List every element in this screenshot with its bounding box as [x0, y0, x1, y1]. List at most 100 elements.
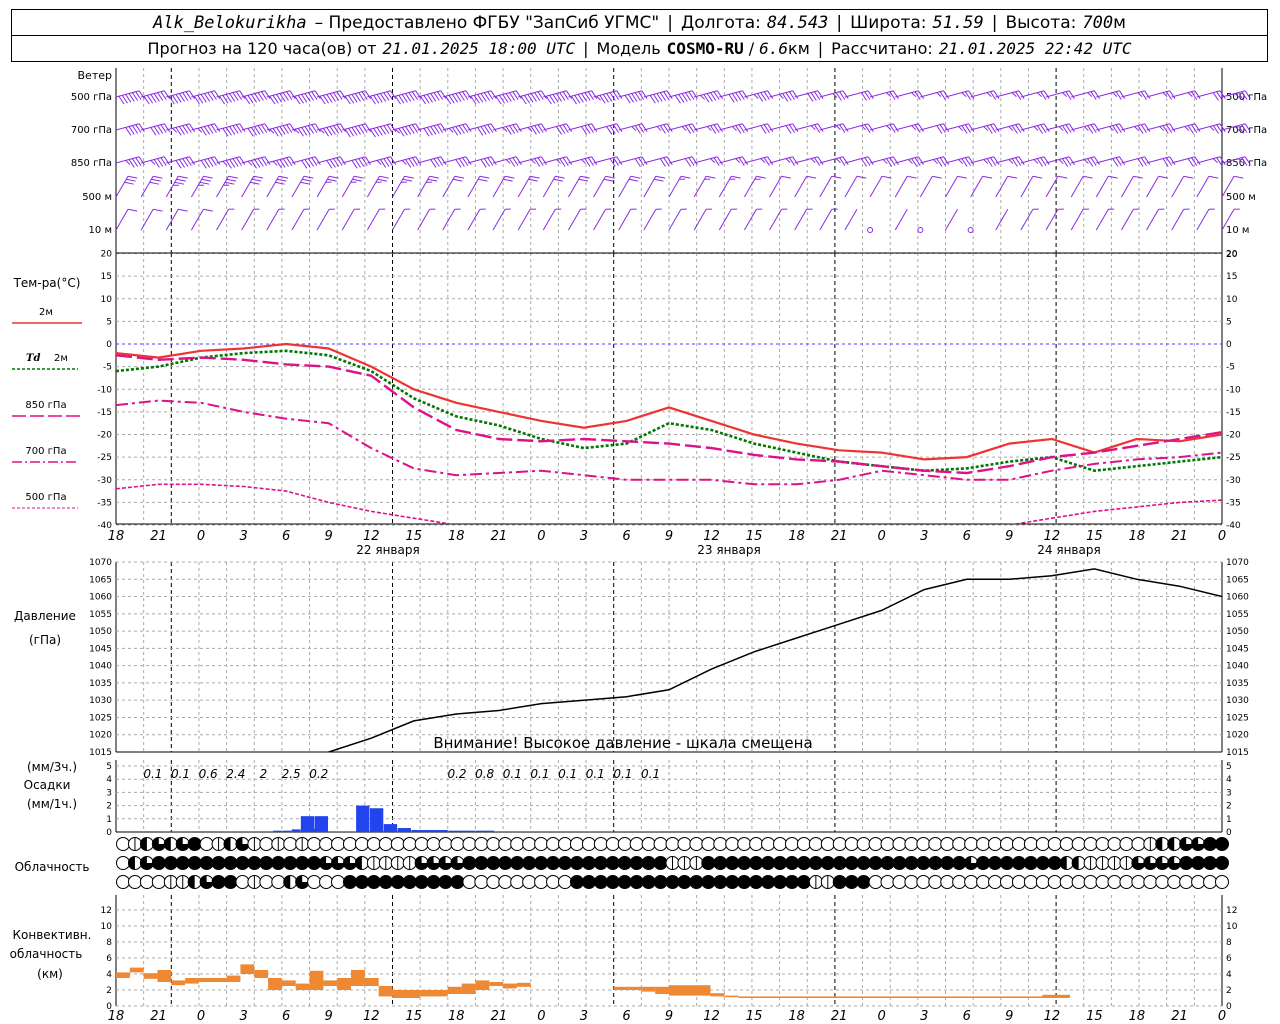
precip-tick-right: 3 [1226, 788, 1232, 798]
x-tick-bottom: 18 [108, 1009, 125, 1024]
wind-barb-shaft [1121, 156, 1145, 164]
wind-barb-shaft [618, 156, 643, 164]
wind-barb-flag [1238, 92, 1245, 101]
wind-barb-shaft [844, 123, 869, 131]
wind-barb-flag [559, 158, 566, 167]
wind-barb-shaft [1221, 156, 1246, 164]
wind-barb-flag [591, 123, 598, 132]
wind-barb-flag [138, 156, 145, 165]
wind-barb-flag [1187, 92, 1193, 98]
precip-bar [558, 831, 568, 832]
wind-barb-flag [297, 128, 304, 137]
wind-barb-flag [703, 94, 710, 103]
precip-bar [291, 829, 301, 832]
cloud-symbol-full [522, 856, 536, 870]
wind-barb-flag [606, 126, 613, 135]
wind-barb-flag [700, 94, 705, 100]
cloud-symbol-full [797, 856, 811, 870]
conv-title-1: Конвективн. [13, 928, 92, 942]
x-tick-temp: 9 [665, 529, 673, 544]
wind-barb-flag [716, 90, 723, 99]
wind-barb-flag [591, 90, 598, 99]
wind-barb-flag [1134, 126, 1140, 131]
wind-barb-shaft [568, 123, 592, 131]
wind-barb-shaft [618, 208, 632, 231]
wind-barb-flag [603, 178, 614, 182]
wind-barb-shaft [492, 208, 506, 231]
wind-barb-flag [222, 95, 229, 104]
wind-barb-shaft [568, 208, 581, 231]
temp-tick-right: -15 [1226, 408, 1241, 418]
wind-barb-flag [121, 95, 128, 104]
wind-barb-flag [993, 90, 1000, 99]
cloud-symbol [319, 875, 334, 889]
cloud-symbol [116, 875, 130, 889]
cloud-symbol-full [1191, 856, 1205, 870]
wind-barb-flag [1083, 159, 1089, 164]
wind-barb-shaft [1071, 123, 1095, 131]
wind-barb-flag [427, 178, 438, 182]
cloud-symbol [1083, 875, 1098, 889]
conv-bar [226, 975, 241, 982]
wind-barb-flag [555, 126, 563, 135]
cloud-symbol-full [1012, 856, 1026, 870]
pressure-tick-left: 1040 [89, 662, 112, 672]
wind-barb-flag [176, 178, 186, 182]
wind-barb-flag [939, 124, 946, 133]
wind-barb-shaft [643, 90, 668, 98]
wind-barb-flag [839, 124, 846, 133]
wind-barb-flag [477, 127, 484, 136]
precip-3h-sum: 0.1 [530, 767, 549, 781]
precip-bar [522, 831, 531, 832]
wind-barb-flag [344, 95, 351, 105]
cloud-symbol [1143, 875, 1158, 889]
cloud-symbol [1023, 875, 1038, 889]
wind-barb-shaft [316, 175, 330, 198]
wind-barb-shaft [417, 123, 441, 131]
wind-barb-flag [917, 90, 925, 99]
wind-barb-flag [580, 175, 590, 179]
wind-barb-flag [512, 91, 519, 100]
wind-barb-flag [685, 158, 692, 167]
wind-barb-flag [1216, 124, 1223, 133]
wind-barb-flag [587, 124, 594, 133]
temp-tick-right: -30 [1226, 476, 1241, 486]
cloud-symbol [749, 837, 764, 851]
wind-barb-flag [524, 95, 531, 104]
x-tick-bottom: 15 [1086, 1009, 1103, 1024]
cloud-symbol-full [749, 856, 763, 870]
cloud-symbol-full [940, 856, 954, 870]
wind-barb-flag [200, 160, 207, 169]
wind-barb-flag [706, 175, 716, 179]
conv-bar [420, 990, 448, 997]
wind-barb-flag [448, 127, 454, 133]
wind-barb-flag [1007, 175, 1018, 179]
cloud-symbol-half [355, 856, 362, 870]
wind-barb-flag [577, 94, 584, 103]
precip-bar-3h [475, 830, 494, 832]
wind-barb-flag [735, 125, 742, 134]
wind-barb-shaft [1121, 175, 1134, 198]
cloud-symbol [139, 875, 154, 889]
wind-barb-flag [641, 90, 648, 99]
cloud-symbol-half [1155, 837, 1163, 851]
wind-barb-flag [1065, 157, 1072, 166]
wind-barb-flag [178, 208, 188, 212]
wind-barb-shaft [693, 175, 707, 198]
wind-barb-flag [304, 159, 311, 168]
wind-barb-flag [408, 158, 415, 167]
wind-barb-flag [986, 158, 993, 167]
wind-barb-flag [1015, 124, 1022, 133]
cloud-symbol [557, 837, 572, 851]
cloud-symbol-full [283, 856, 297, 870]
wind-barb-flag [272, 128, 279, 137]
wind-barb-shaft [1196, 123, 1221, 131]
wind-barb-flag [157, 92, 164, 101]
conv-bar [129, 967, 144, 973]
wind-barb-flag [742, 123, 749, 132]
wind-barb-flag [653, 94, 660, 103]
station-name: Alk_Belokurikha [153, 12, 307, 33]
wind-barb-flag [688, 124, 695, 133]
wind-barb-flag [327, 178, 337, 182]
conv-bar [710, 993, 725, 997]
